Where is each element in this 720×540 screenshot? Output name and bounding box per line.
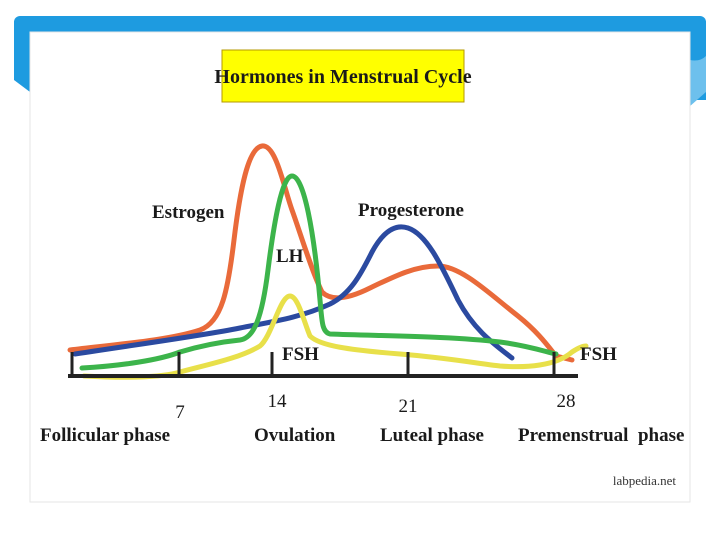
diagram-title: Hormones in Menstrual Cycle bbox=[214, 66, 471, 88]
progesterone-label: Progesterone bbox=[358, 200, 464, 221]
phase-ovulation: Ovulation bbox=[254, 425, 336, 446]
phase-follicular: Follicular phase bbox=[40, 425, 170, 446]
estrogen-label: Estrogen bbox=[152, 202, 225, 223]
tick-label-7: 7 bbox=[175, 402, 185, 423]
content-panel bbox=[29, 31, 691, 503]
phase-premenstrual: Premenstrual phase bbox=[518, 425, 684, 446]
fsh-end-label: FSH bbox=[580, 344, 617, 365]
source-credit: labpedia.net bbox=[613, 473, 677, 488]
fsh-curve bbox=[81, 293, 589, 380]
tick-label-28: 28 bbox=[557, 391, 576, 412]
lh-curve bbox=[79, 173, 559, 371]
frame-right-curl bbox=[690, 56, 706, 106]
lh-label: LH bbox=[276, 246, 304, 267]
fsh-mid-label: FSH bbox=[282, 344, 319, 365]
estrogen-curve bbox=[67, 143, 575, 363]
phase-luteal: Luteal phase bbox=[380, 425, 484, 446]
progesterone-curve bbox=[72, 224, 515, 361]
frame-top-bar bbox=[14, 16, 706, 32]
tick-label-21: 21 bbox=[399, 396, 418, 417]
title-box bbox=[221, 49, 465, 103]
frame-left-wedge bbox=[14, 24, 30, 92]
tick-label-14: 14 bbox=[268, 391, 288, 412]
